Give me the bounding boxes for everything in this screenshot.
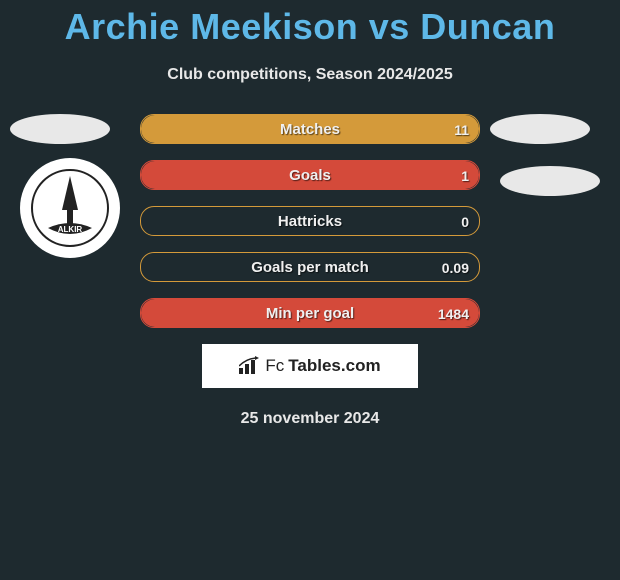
brand-text-left: Fc xyxy=(265,356,284,376)
club-crest-icon: ALKIR xyxy=(30,168,110,248)
stat-value: 11 xyxy=(454,115,469,144)
avatar-placeholder-right-1 xyxy=(490,114,590,144)
stat-rows-container: Matches11 Goals1 Hattricks0 Goals per match… xyxy=(140,114,480,328)
footer-date: 25 november 2024 xyxy=(0,410,620,428)
stat-row: Goals per match0.09 xyxy=(140,252,480,282)
stat-label: Matches xyxy=(141,115,479,144)
stat-label: Goals xyxy=(141,161,479,190)
avatar-placeholder-left xyxy=(10,114,110,144)
page-subtitle: Club competitions, Season 2024/2025 xyxy=(0,66,620,84)
stat-row: Matches11 xyxy=(140,114,480,144)
club-avatar: ALKIR xyxy=(20,158,120,258)
stat-label: Min per goal xyxy=(141,299,479,328)
stat-row: Min per goal1484 xyxy=(140,298,480,328)
stat-row: Goals1 xyxy=(140,160,480,190)
stat-row: Hattricks0 xyxy=(140,206,480,236)
bar-chart-icon xyxy=(239,356,261,376)
avatar-placeholder-right-2 xyxy=(500,166,600,196)
content-area: ALKIR Matches11 Goals1 Hattricks0 Goals per… xyxy=(0,114,620,428)
page-title: Archie Meekison vs Duncan xyxy=(0,0,620,48)
stat-value: 0.09 xyxy=(442,253,469,282)
brand-text-right: Tables.com xyxy=(288,356,380,376)
stat-label: Goals per match xyxy=(141,253,479,282)
stat-value: 1484 xyxy=(438,299,469,328)
stat-value: 1 xyxy=(461,161,469,190)
brand-box: FcTables.com xyxy=(202,344,418,388)
stat-label: Hattricks xyxy=(141,207,479,236)
club-crest-label: ALKIR xyxy=(58,225,83,234)
stat-value: 0 xyxy=(461,207,469,236)
